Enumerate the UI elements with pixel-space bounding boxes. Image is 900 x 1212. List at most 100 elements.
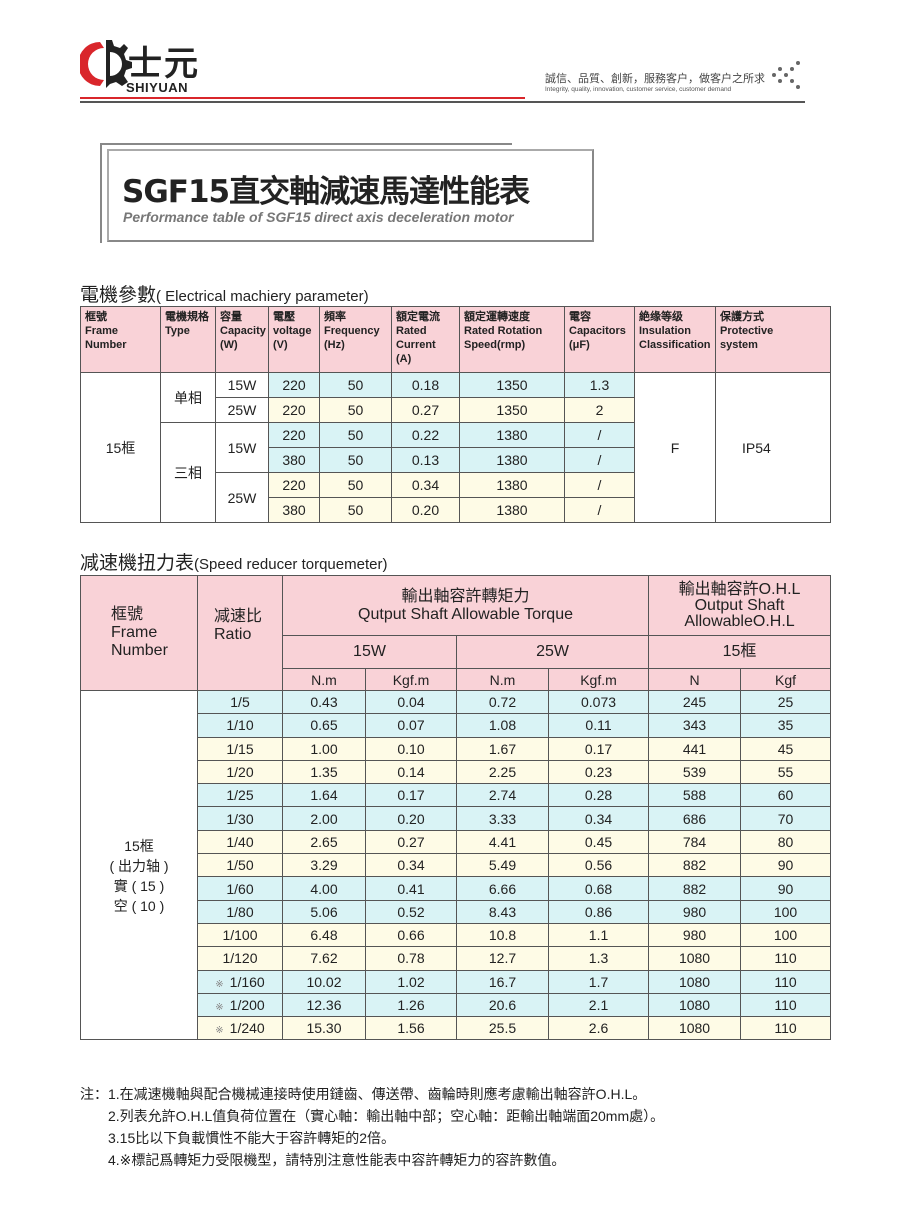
- value-cell: 0.073: [547, 689, 650, 715]
- cell-text: 1080: [678, 1020, 711, 1037]
- cell-text: 1.26: [397, 997, 425, 1013]
- cell-text: 25.5: [488, 1020, 517, 1037]
- insulation-cell: F: [634, 372, 716, 523]
- frame-line: 15框: [124, 838, 154, 855]
- cell-text: 6.48: [310, 927, 338, 944]
- cell-text: 1/200: [229, 997, 265, 1013]
- ratio-cell: 1/25: [197, 783, 283, 808]
- value-cell: 8.43: [456, 899, 549, 924]
- capacity-cell: 15W: [215, 422, 269, 473]
- header-line: Capacity: [220, 325, 266, 337]
- cell-text: 0.68: [584, 880, 613, 897]
- value-cell: 16.7: [456, 969, 549, 994]
- cell-text: 1/60: [226, 880, 254, 897]
- ratio-cell: 1/5: [197, 689, 283, 715]
- cell-text: 25: [777, 694, 794, 711]
- header-ohl: 輸出軸容許O.H.L Output Shaft AllowableO.H.L: [648, 575, 832, 636]
- value-cell: 1.64: [282, 783, 366, 808]
- value-cell: 245: [648, 689, 742, 715]
- cell-text: 1/20: [226, 764, 254, 781]
- cell-text: 100: [773, 903, 798, 920]
- cell-text: 0.78: [397, 950, 425, 967]
- value-cell: 1.26: [365, 992, 457, 1018]
- header-line: 額定運轉速度: [464, 311, 530, 323]
- cell-text: 80: [777, 833, 794, 850]
- value-cell: 1.67: [456, 736, 549, 761]
- table-row: 15框 ( 出力轴 ) 實 ( 15 ) 空 ( 10 ) 1/5 0.43 0.04 0.7…: [80, 689, 832, 1041]
- capacitor-cell: /: [564, 447, 635, 473]
- value-cell: 0.20: [365, 806, 457, 831]
- value-cell: 5.06: [282, 899, 366, 924]
- value-cell: 80: [740, 829, 832, 855]
- table-row: 1/100 6.48 0.66 10.8 1.1 980 100: [81, 922, 832, 948]
- value-cell: 10.02: [282, 969, 366, 994]
- cell-text: 0.86: [584, 903, 613, 920]
- header-line: Frequency: [324, 325, 380, 337]
- header-line: Insulation: [639, 325, 691, 337]
- cell-text: 10.02: [306, 973, 342, 990]
- cell-text: 4.00: [310, 880, 338, 897]
- capacitor-cell: /: [564, 472, 635, 498]
- cell-text: 4.41: [488, 833, 517, 850]
- header-line: Capacitors: [569, 325, 626, 337]
- note-4: 4.※標記爲轉矩力受限機型，請特別注意性能表中容許轉矩力的容許數值。: [108, 1152, 566, 1168]
- slogan: 誠信、品質、創新，服務客户，做客户之所求: [545, 73, 765, 85]
- table-row: ※ 1/200 12.36 1.26 20.6 2.1 1080 110: [81, 992, 832, 1018]
- slogan-en: Integrity, quality, innovation, customer…: [545, 86, 732, 93]
- unit-header: N.m: [282, 668, 366, 691]
- cell-text: 1/10: [226, 717, 254, 734]
- cell-text: 8.43: [488, 903, 517, 920]
- cell-text: 10.8: [488, 927, 517, 944]
- header-divider: [80, 101, 805, 103]
- header-line: 框號: [85, 311, 107, 323]
- value-cell: 90: [740, 876, 832, 901]
- ratio-cell: ※ 1/160: [197, 969, 283, 994]
- table-row: 1/10 0.65 0.07 1.08 0.11 343 35: [81, 713, 832, 738]
- cell-text: 0.43: [310, 694, 338, 711]
- value-cell: 0.34: [547, 806, 650, 831]
- cell-text: 1.64: [310, 787, 338, 804]
- cell-text: 12.36: [306, 997, 342, 1013]
- cell-text: 90: [777, 880, 794, 897]
- value-cell: 0.27: [365, 829, 457, 855]
- cell-text: 0.07: [397, 717, 425, 734]
- cell-text: 0.23: [584, 764, 613, 781]
- cell-text: 15.30: [306, 1020, 342, 1037]
- value-cell: 1.3: [547, 946, 650, 971]
- voltage-cell: 220: [268, 422, 320, 448]
- header-line: Frame: [85, 325, 119, 337]
- cell-text: 882: [682, 880, 707, 897]
- cell-text: 7.62: [310, 950, 338, 967]
- protection-cell: IP54: [715, 372, 831, 523]
- cell-text: 3.33: [488, 810, 517, 827]
- header-line: (μF): [569, 339, 590, 351]
- cell-text: 0.56: [584, 857, 613, 874]
- ratio-cell: 1/120: [197, 946, 283, 971]
- value-cell: 100: [740, 922, 832, 948]
- capacity-cell: 15W: [215, 372, 269, 398]
- limited-mark: ※: [215, 978, 224, 990]
- cell-text: 0.34: [584, 810, 613, 827]
- torque-table: 框號 Frame Number 减速比 Ratio 輸出軸容許轉矩力 Qutput Sh…: [80, 575, 832, 1041]
- cell-text: 16.7: [488, 973, 517, 990]
- value-cell: 0.41: [365, 876, 457, 901]
- electrical-header-cell: 容量 Capacity (W): [215, 306, 269, 373]
- cell-text: 1/120: [222, 950, 258, 967]
- limited-mark: ※: [215, 1025, 224, 1037]
- unit-header: Kgf.m: [365, 668, 457, 691]
- value-cell: 12.36: [282, 992, 366, 1018]
- cell-text: 110: [774, 1020, 797, 1037]
- value-cell: 4.41: [456, 829, 549, 855]
- header-line: (A): [396, 353, 412, 365]
- cell-text: 0.72: [488, 694, 517, 711]
- cell-text: 1.7: [588, 973, 609, 990]
- ratio-cell: 1/30: [197, 806, 283, 831]
- value-cell: 0.72: [456, 689, 549, 715]
- header-line: 容量: [220, 311, 242, 323]
- electrical-header-cell: 電容 Capacitors (μF): [564, 306, 635, 373]
- table-row: ※ 1/240 15.30 1.56 25.5 2.6 1080 110: [81, 1016, 832, 1041]
- capacity-cell: 25W: [215, 397, 269, 423]
- value-cell: 70: [740, 806, 832, 831]
- cell-text: 1/240: [229, 1020, 265, 1037]
- torque-section-title: 减速機扭力表(Speed reducer torquemeter): [80, 553, 388, 574]
